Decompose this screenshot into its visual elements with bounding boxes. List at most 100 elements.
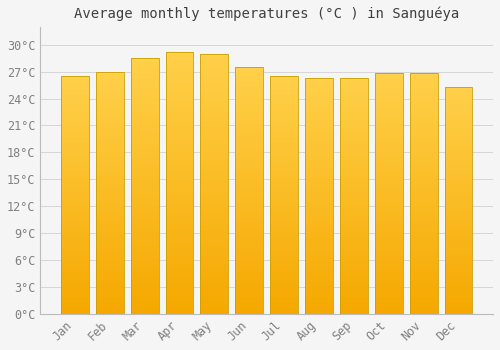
- Bar: [96, 159, 124, 161]
- Bar: [270, 131, 298, 133]
- Bar: [305, 304, 333, 307]
- Bar: [236, 94, 263, 97]
- Bar: [61, 188, 89, 190]
- Bar: [270, 228, 298, 231]
- Bar: [166, 240, 194, 243]
- Bar: [61, 157, 89, 159]
- Bar: [305, 217, 333, 219]
- Bar: [200, 215, 228, 218]
- Bar: [200, 54, 228, 56]
- Bar: [200, 278, 228, 280]
- Bar: [375, 304, 402, 307]
- Bar: [166, 141, 194, 144]
- Bar: [340, 134, 368, 137]
- Bar: [340, 210, 368, 212]
- Bar: [61, 98, 89, 100]
- Bar: [305, 260, 333, 262]
- Bar: [270, 140, 298, 143]
- Bar: [130, 214, 158, 217]
- Bar: [410, 246, 438, 249]
- Bar: [410, 292, 438, 295]
- Bar: [236, 235, 263, 237]
- Bar: [305, 163, 333, 165]
- Bar: [305, 295, 333, 298]
- Bar: [61, 236, 89, 238]
- Bar: [166, 303, 194, 306]
- Bar: [444, 250, 472, 253]
- Bar: [340, 241, 368, 243]
- Bar: [236, 159, 263, 161]
- Bar: [410, 280, 438, 283]
- Bar: [96, 207, 124, 210]
- Bar: [200, 231, 228, 233]
- Bar: [270, 247, 298, 250]
- Bar: [166, 107, 194, 110]
- Bar: [236, 215, 263, 218]
- Bar: [130, 293, 158, 296]
- Bar: [410, 105, 438, 107]
- Bar: [375, 266, 402, 268]
- Bar: [166, 180, 194, 183]
- Bar: [96, 125, 124, 127]
- Bar: [305, 210, 333, 212]
- Bar: [270, 102, 298, 105]
- Bar: [130, 81, 158, 84]
- Bar: [410, 114, 438, 117]
- Bar: [200, 134, 228, 137]
- Bar: [410, 107, 438, 110]
- Bar: [375, 225, 402, 227]
- Bar: [340, 142, 368, 144]
- Bar: [270, 278, 298, 281]
- Bar: [375, 268, 402, 271]
- Bar: [305, 288, 333, 290]
- Bar: [96, 96, 124, 98]
- Bar: [96, 101, 124, 103]
- Bar: [305, 90, 333, 92]
- Bar: [444, 180, 472, 182]
- Bar: [200, 127, 228, 129]
- Bar: [305, 177, 333, 180]
- Bar: [305, 276, 333, 279]
- Bar: [96, 227, 124, 229]
- Bar: [270, 88, 298, 90]
- Bar: [340, 92, 368, 94]
- Bar: [444, 89, 472, 91]
- Bar: [444, 278, 472, 280]
- Bar: [200, 311, 228, 314]
- Bar: [270, 207, 298, 209]
- Bar: [236, 92, 263, 94]
- Bar: [166, 209, 194, 212]
- Bar: [444, 128, 472, 130]
- Bar: [375, 141, 402, 143]
- Bar: [96, 265, 124, 268]
- Bar: [410, 100, 438, 102]
- Bar: [375, 138, 402, 141]
- Bar: [96, 169, 124, 171]
- Bar: [130, 104, 158, 107]
- Bar: [375, 148, 402, 150]
- Bar: [270, 174, 298, 176]
- Bar: [166, 212, 194, 214]
- Bar: [236, 161, 263, 163]
- Bar: [410, 208, 438, 210]
- Bar: [130, 68, 158, 71]
- Bar: [200, 163, 228, 166]
- Bar: [410, 223, 438, 225]
- Bar: [340, 279, 368, 281]
- Bar: [236, 186, 263, 188]
- Bar: [410, 172, 438, 174]
- Bar: [270, 264, 298, 266]
- Bar: [375, 237, 402, 239]
- Bar: [61, 86, 89, 88]
- Bar: [444, 166, 472, 169]
- Bar: [444, 91, 472, 94]
- Bar: [61, 186, 89, 188]
- Bar: [96, 312, 124, 314]
- Bar: [340, 203, 368, 205]
- Bar: [340, 229, 368, 231]
- Bar: [166, 264, 194, 267]
- Bar: [410, 93, 438, 95]
- Bar: [200, 259, 228, 262]
- Bar: [270, 221, 298, 224]
- Bar: [200, 212, 228, 215]
